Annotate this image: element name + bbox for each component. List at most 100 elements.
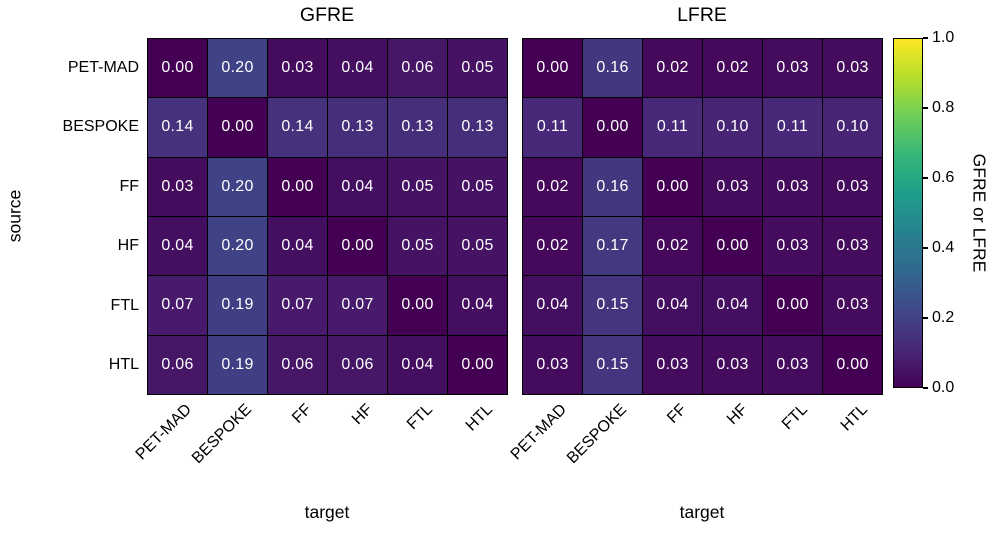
heatmap-cell-lfre-hf-hf: 0.00 bbox=[703, 216, 762, 276]
lfre-x-axis-label-target: target bbox=[679, 502, 725, 522]
cell-value: 0.03 bbox=[836, 237, 869, 255]
cell-value: 0.07 bbox=[281, 296, 314, 314]
colorbar-tick-label-0.4: 0.4 bbox=[932, 239, 955, 256]
heatmap-cell-gfre-ff-bespoke: 0.20 bbox=[208, 157, 267, 216]
cell-value: 0.05 bbox=[401, 177, 434, 195]
heatmap-cell-lfre-ff-pet-mad: 0.02 bbox=[523, 157, 582, 216]
cell-value: 0.05 bbox=[461, 177, 494, 195]
heatmap-cell-gfre-hf-ftl: 0.05 bbox=[388, 216, 447, 276]
cell-value: 0.10 bbox=[836, 118, 869, 136]
col-tick-label-gfre-bespoke: BESPOKE bbox=[189, 401, 256, 468]
cell-value: 0.04 bbox=[341, 177, 374, 195]
heatmap-cell-lfre-pet-mad-pet-mad: 0.00 bbox=[523, 39, 582, 98]
heatmap-cell-lfre-pet-mad-htl: 0.03 bbox=[823, 39, 882, 98]
heatmap-cell-lfre-hf-ff: 0.02 bbox=[643, 216, 702, 276]
cell-value: 0.03 bbox=[836, 177, 869, 195]
heatmap-cell-gfre-htl-htl: 0.00 bbox=[448, 335, 507, 394]
heatmap-cell-gfre-ff-ff: 0.00 bbox=[268, 157, 327, 216]
cell-value: 0.03 bbox=[656, 355, 689, 373]
cell-value: 0.04 bbox=[341, 59, 374, 77]
col-tick-label-lfre-htl: HTL bbox=[837, 401, 871, 435]
cell-value: 0.14 bbox=[161, 118, 194, 136]
heatmap-cell-lfre-ftl-htl: 0.03 bbox=[823, 276, 882, 335]
cell-value: 0.00 bbox=[461, 355, 494, 373]
heatmap-cell-gfre-hf-hf: 0.00 bbox=[328, 216, 387, 276]
heatmap-cell-lfre-ff-ftl: 0.03 bbox=[763, 157, 822, 216]
heatmap-cell-lfre-bespoke-ff: 0.11 bbox=[643, 98, 702, 157]
cell-value: 0.03 bbox=[776, 59, 809, 77]
heatmap-cell-gfre-ff-pet-mad: 0.03 bbox=[148, 157, 207, 216]
cell-value: 0.15 bbox=[596, 355, 629, 373]
cell-value: 0.00 bbox=[716, 237, 749, 255]
cell-value: 0.04 bbox=[461, 296, 494, 314]
heatmap-cell-lfre-ftl-pet-mad: 0.04 bbox=[523, 276, 582, 335]
heatmap-cell-lfre-htl-ff: 0.03 bbox=[643, 335, 702, 394]
cell-value: 0.13 bbox=[401, 118, 434, 136]
cell-value: 0.03 bbox=[281, 59, 314, 77]
col-tick-label-lfre-bespoke: BESPOKE bbox=[564, 401, 631, 468]
colorbar-tick-label-0.0: 0.0 bbox=[932, 379, 955, 396]
gfre-x-axis-label-target: target bbox=[304, 502, 350, 522]
cell-value: 0.17 bbox=[596, 237, 629, 255]
cell-value: 0.03 bbox=[836, 296, 869, 314]
cell-value: 0.00 bbox=[221, 118, 254, 136]
heatmap-cell-gfre-bespoke-ftl: 0.13 bbox=[388, 98, 447, 157]
colorbar-tick-mark-0.8 bbox=[923, 107, 928, 109]
heatmap-cell-gfre-ftl-htl: 0.04 bbox=[448, 276, 507, 335]
colorbar-label: GFRE or LFRE bbox=[969, 153, 990, 273]
heatmap-cell-lfre-pet-mad-ftl: 0.03 bbox=[763, 39, 822, 98]
cell-value: 0.03 bbox=[536, 355, 569, 373]
cell-value: 0.07 bbox=[161, 296, 194, 314]
cell-value: 0.15 bbox=[596, 296, 629, 314]
row-tick-label-ftl: FTL bbox=[110, 296, 139, 314]
cell-value: 0.19 bbox=[221, 355, 254, 373]
col-tick-label-lfre-hf: HF bbox=[723, 401, 751, 429]
cell-value: 0.00 bbox=[341, 237, 374, 255]
cell-value: 0.00 bbox=[776, 296, 809, 314]
heatmap-cell-lfre-hf-ftl: 0.03 bbox=[763, 216, 822, 276]
colorbar-tick-mark-1.0 bbox=[923, 37, 928, 39]
heatmap-cell-gfre-bespoke-pet-mad: 0.14 bbox=[148, 98, 207, 157]
heatmap-cell-gfre-ff-hf: 0.04 bbox=[328, 157, 387, 216]
row-tick-label-htl: HTL bbox=[108, 356, 139, 374]
heatmap-cell-gfre-hf-ff: 0.04 bbox=[268, 216, 327, 276]
cell-value: 0.00 bbox=[656, 177, 689, 195]
heatmap-cell-lfre-bespoke-bespoke: 0.00 bbox=[583, 98, 642, 157]
cell-value: 0.05 bbox=[461, 59, 494, 77]
cell-value: 0.04 bbox=[281, 237, 314, 255]
heatmap-cell-gfre-htl-bespoke: 0.19 bbox=[208, 335, 267, 394]
heatmap-cell-lfre-ftl-hf: 0.04 bbox=[703, 276, 762, 335]
heatmap-cell-lfre-pet-mad-ff: 0.02 bbox=[643, 39, 702, 98]
heatmap-cell-gfre-ftl-pet-mad: 0.07 bbox=[148, 276, 207, 335]
heatmap-cell-gfre-pet-mad-pet-mad: 0.00 bbox=[148, 39, 207, 98]
heatmap-cell-lfre-htl-ftl: 0.03 bbox=[763, 335, 822, 394]
heatmap-cell-lfre-htl-bespoke: 0.15 bbox=[583, 335, 642, 394]
cell-value: 0.00 bbox=[161, 59, 194, 77]
col-tick-label-gfre-ff: FF bbox=[289, 401, 316, 427]
lfre-heatmap: 0.00 0.16 0.02 0.02 0.03 0.03 0.11 0.00 0.11 0.10… bbox=[522, 38, 883, 395]
heatmap-cell-lfre-bespoke-ftl: 0.11 bbox=[763, 98, 822, 157]
cell-value: 0.04 bbox=[161, 237, 194, 255]
cell-value: 0.03 bbox=[716, 177, 749, 195]
cell-value: 0.06 bbox=[281, 355, 314, 373]
heatmap-cell-gfre-htl-ftl: 0.04 bbox=[388, 335, 447, 394]
heatmap-cell-gfre-ftl-ff: 0.07 bbox=[268, 276, 327, 335]
cell-value: 0.11 bbox=[536, 118, 569, 136]
col-tick-label-gfre-hf: HF bbox=[348, 401, 376, 429]
heatmap-cell-lfre-pet-mad-hf: 0.02 bbox=[703, 39, 762, 98]
heatmap-cell-gfre-ftl-hf: 0.07 bbox=[328, 276, 387, 335]
cell-value: 0.14 bbox=[281, 118, 314, 136]
col-tick-label-gfre-pet-mad: PET-MAD bbox=[132, 401, 196, 464]
cell-value: 0.03 bbox=[161, 177, 194, 195]
heatmap-cell-lfre-bespoke-htl: 0.10 bbox=[823, 98, 882, 157]
gfre-heatmap: 0.00 0.20 0.03 0.04 0.06 0.05 0.14 0.00 0.14 0.13… bbox=[147, 38, 508, 395]
colorbar-tick-mark-0.6 bbox=[923, 177, 928, 179]
heatmap-cell-gfre-bespoke-ff: 0.14 bbox=[268, 98, 327, 157]
heatmap-cell-gfre-bespoke-bespoke: 0.00 bbox=[208, 98, 267, 157]
cell-value: 0.20 bbox=[221, 237, 254, 255]
heatmap-cell-gfre-htl-hf: 0.06 bbox=[328, 335, 387, 394]
colorbar-gradient bbox=[893, 38, 923, 388]
heatmap-cell-gfre-ff-ftl: 0.05 bbox=[388, 157, 447, 216]
cell-value: 0.10 bbox=[716, 118, 749, 136]
